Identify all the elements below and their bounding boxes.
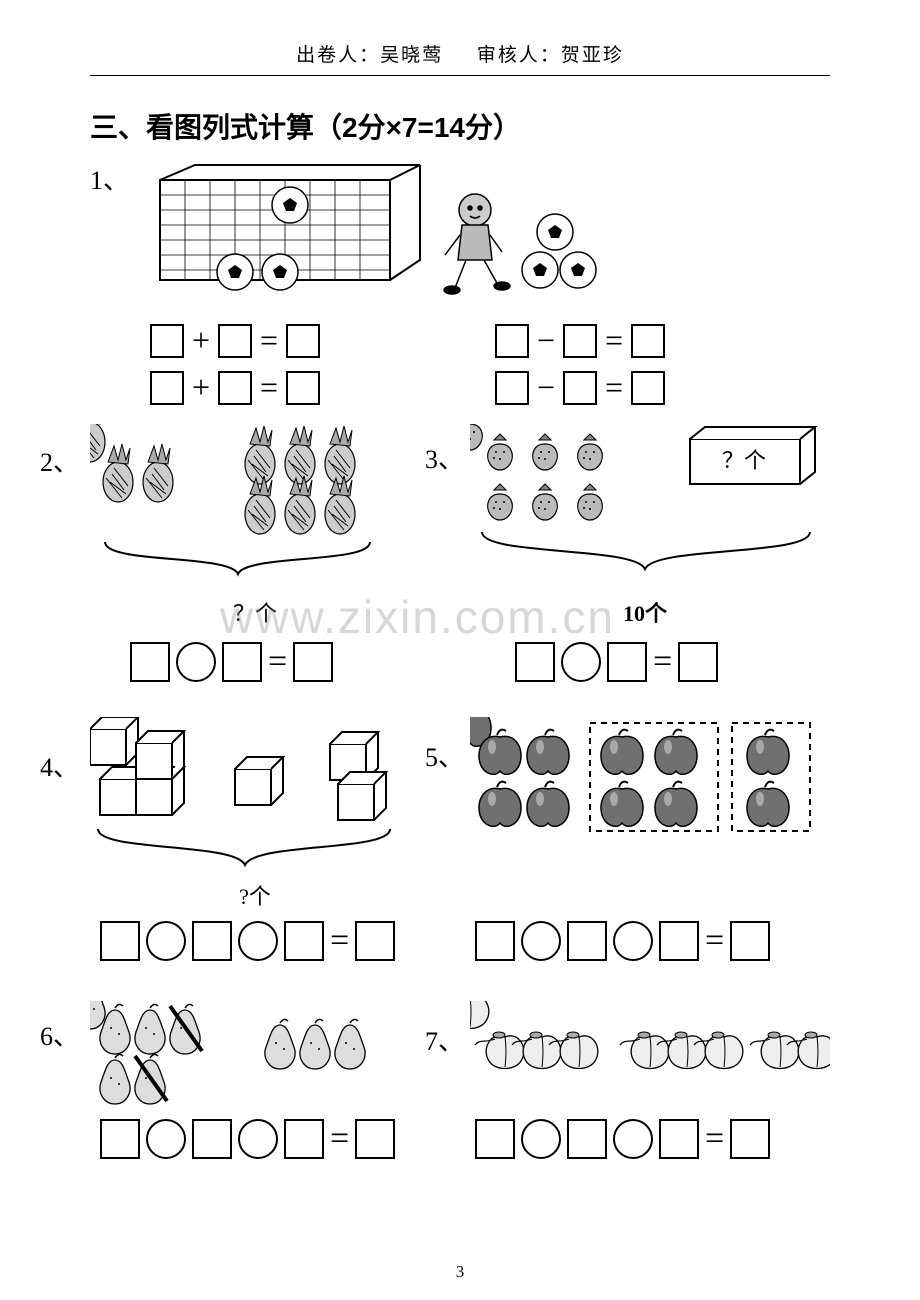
- blank-circle[interactable]: [613, 921, 653, 961]
- p4-equation: =: [100, 921, 445, 961]
- plus-sign: +: [192, 322, 210, 359]
- blank-circle[interactable]: [521, 1119, 561, 1159]
- page-number: 3: [0, 1262, 920, 1282]
- blank-box[interactable]: [222, 642, 262, 682]
- p3-box-label: ？个: [722, 448, 766, 473]
- blank-box[interactable]: [475, 921, 515, 961]
- blank-circle[interactable]: [238, 1119, 278, 1159]
- q6-label: 6、: [40, 1016, 90, 1053]
- equals-sign: =: [605, 369, 623, 406]
- blank-box[interactable]: [678, 642, 718, 682]
- p5-picture: [470, 717, 830, 857]
- blank-box[interactable]: [284, 1119, 324, 1159]
- p4-question: ?个: [70, 879, 440, 911]
- p5-equation: =: [475, 921, 830, 961]
- blank-box[interactable]: [730, 921, 770, 961]
- q1-label: 1、: [90, 160, 140, 310]
- q7-label: 7、: [425, 1021, 475, 1058]
- equals-sign: =: [705, 922, 724, 960]
- blank-box[interactable]: [563, 324, 597, 358]
- q2-label: 2、: [40, 442, 90, 479]
- equals-sign: =: [268, 643, 287, 681]
- blank-box[interactable]: [150, 324, 184, 358]
- blank-circle[interactable]: [238, 921, 278, 961]
- blank-circle[interactable]: [561, 642, 601, 682]
- equals-sign: =: [260, 369, 278, 406]
- blank-box[interactable]: [293, 642, 333, 682]
- setter-label: 出卷人：: [296, 45, 380, 66]
- blank-box[interactable]: [631, 324, 665, 358]
- minus-sign: −: [537, 322, 555, 359]
- q5-label: 5、: [425, 737, 475, 774]
- plus-sign: +: [192, 369, 210, 406]
- section-title: 三、看图列式计算（2分×7=14分）: [90, 106, 830, 146]
- blank-box[interactable]: [475, 1119, 515, 1159]
- blank-circle[interactable]: [521, 921, 561, 961]
- equals-sign: =: [330, 1120, 349, 1158]
- blank-box[interactable]: [495, 371, 529, 405]
- blank-box[interactable]: [286, 324, 320, 358]
- blank-box[interactable]: [192, 921, 232, 961]
- blank-box[interactable]: [100, 1119, 140, 1159]
- p6-picture: [90, 1001, 420, 1111]
- p1-eq2: + =: [150, 369, 445, 406]
- p3-picture: ？个: [470, 424, 830, 594]
- blank-box[interactable]: [284, 921, 324, 961]
- blank-box[interactable]: [150, 371, 184, 405]
- blank-box[interactable]: [567, 921, 607, 961]
- minus-sign: −: [537, 369, 555, 406]
- blank-box[interactable]: [563, 371, 597, 405]
- blank-box[interactable]: [218, 371, 252, 405]
- blank-box[interactable]: [100, 921, 140, 961]
- p7-picture: [470, 1001, 830, 1091]
- reviewer-label: 审核人：: [477, 45, 561, 66]
- equals-sign: =: [705, 1120, 724, 1158]
- blank-box[interactable]: [192, 1119, 232, 1159]
- blank-box[interactable]: [659, 921, 699, 961]
- blank-box[interactable]: [495, 324, 529, 358]
- p2-question: ？个: [70, 596, 440, 628]
- p1-picture: [140, 160, 640, 310]
- p1-eq3: − =: [495, 322, 830, 359]
- blank-box[interactable]: [355, 1119, 395, 1159]
- p6-equation: =: [100, 1119, 445, 1159]
- q3-label: 3、: [425, 439, 475, 476]
- blank-box[interactable]: [286, 371, 320, 405]
- reviewer-name: 贺亚珍: [561, 45, 624, 66]
- blank-circle[interactable]: [146, 921, 186, 961]
- p3-equation: =: [515, 642, 830, 682]
- blank-box[interactable]: [355, 921, 395, 961]
- p1-eq1: + =: [150, 322, 445, 359]
- blank-box[interactable]: [515, 642, 555, 682]
- blank-circle[interactable]: [146, 1119, 186, 1159]
- equals-sign: =: [260, 322, 278, 359]
- q4-label: 4、: [40, 747, 90, 784]
- p3-total: 10个: [460, 596, 830, 628]
- p7-equation: =: [475, 1119, 830, 1159]
- equals-sign: =: [653, 643, 672, 681]
- p2-equation: =: [130, 642, 445, 682]
- blank-box[interactable]: [567, 1119, 607, 1159]
- page-header: 出卷人：吴晓莺 审核人：贺亚珍: [90, 40, 830, 76]
- blank-box[interactable]: [631, 371, 665, 405]
- blank-circle[interactable]: [176, 642, 216, 682]
- blank-box[interactable]: [218, 324, 252, 358]
- problem-1: 1、: [90, 160, 830, 310]
- p1-eq4: − =: [495, 369, 830, 406]
- equals-sign: =: [330, 922, 349, 960]
- blank-box[interactable]: [659, 1119, 699, 1159]
- blank-box[interactable]: [130, 642, 170, 682]
- blank-box[interactable]: [730, 1119, 770, 1159]
- setter-name: 吴晓莺: [380, 45, 443, 66]
- equals-sign: =: [605, 322, 623, 359]
- blank-box[interactable]: [607, 642, 647, 682]
- blank-circle[interactable]: [613, 1119, 653, 1159]
- p4-picture: [90, 717, 420, 877]
- p2-picture: [90, 424, 430, 594]
